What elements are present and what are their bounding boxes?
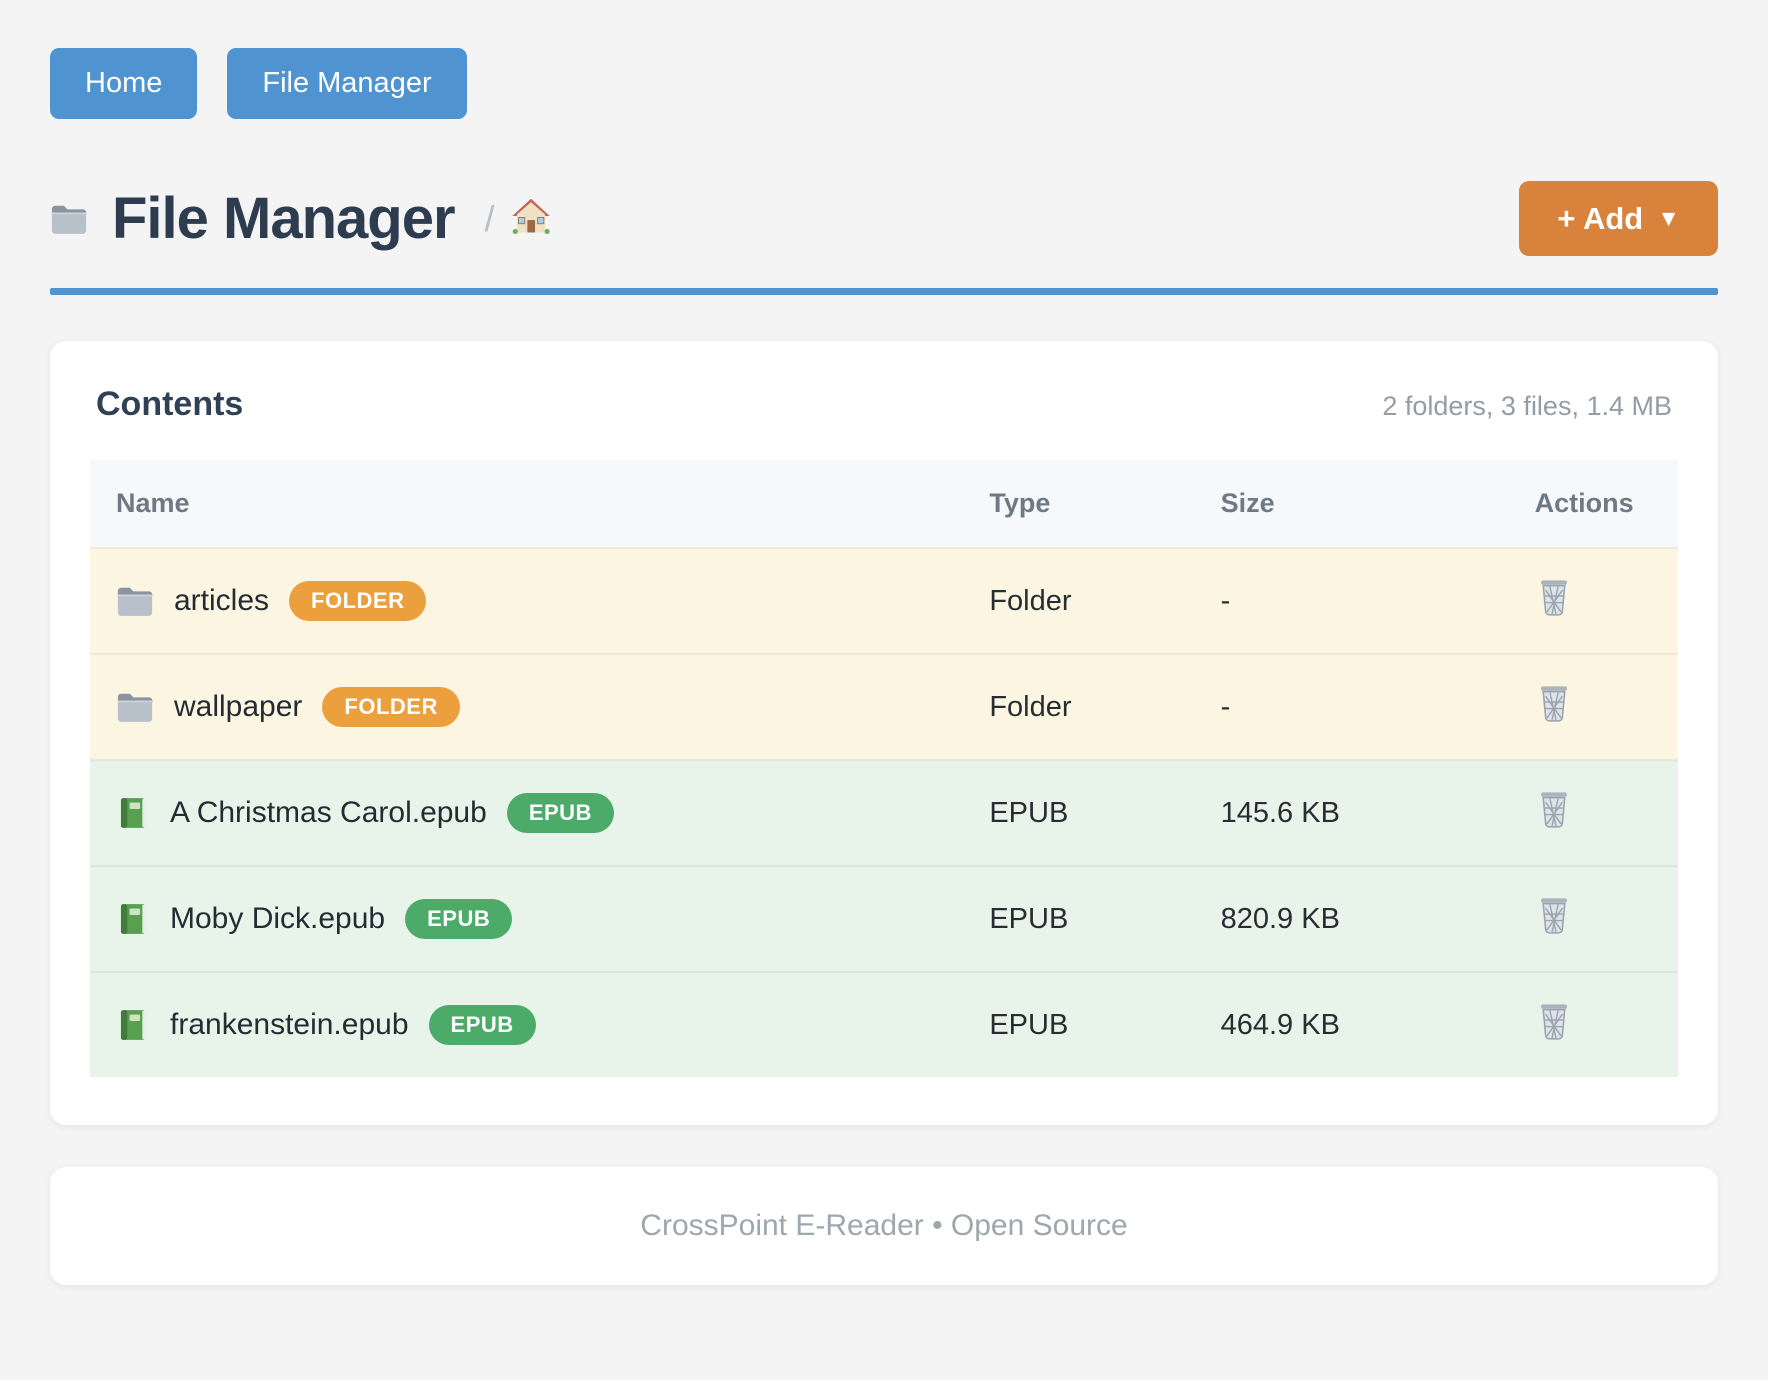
home-nav-button[interactable]: Home xyxy=(50,48,198,119)
file-size: 464.9 KB xyxy=(1220,1008,1340,1041)
delete-button[interactable] xyxy=(1535,789,1573,829)
type-badge: FOLDER xyxy=(289,581,427,621)
add-button-label: + Add xyxy=(1557,201,1644,236)
file-size: 820.9 KB xyxy=(1220,902,1340,935)
file-type: EPUB xyxy=(989,796,1069,829)
file-name: Moby Dick.epub xyxy=(170,902,386,935)
file-size: - xyxy=(1220,690,1231,723)
top-nav: Home File Manager xyxy=(50,48,1718,119)
trash-icon xyxy=(1535,898,1573,938)
file-table-body: articles FOLDER Folder - xyxy=(90,548,1678,1077)
file-name: frankenstein.epub xyxy=(170,1008,409,1041)
file-size: 145.6 KB xyxy=(1220,796,1340,829)
folder-icon xyxy=(50,202,112,236)
delete-button[interactable] xyxy=(1535,895,1573,935)
green-book-icon xyxy=(116,1006,150,1044)
column-header-type: Type xyxy=(989,488,1051,518)
file-size: - xyxy=(1220,584,1231,617)
delete-button[interactable] xyxy=(1535,683,1573,723)
green-book-icon xyxy=(116,794,150,832)
trash-icon xyxy=(1535,686,1573,726)
file-type: EPUB xyxy=(989,902,1069,935)
page-header: File Manager / + Add ▼ xyxy=(50,181,1718,256)
file-name: A Christmas Carol.epub xyxy=(170,796,487,829)
file-type: EPUB xyxy=(989,1008,1069,1041)
type-badge: EPUB xyxy=(428,1005,536,1045)
type-badge: EPUB xyxy=(405,899,513,939)
type-badge: EPUB xyxy=(506,793,614,833)
table-row[interactable]: wallpaper FOLDER Folder - xyxy=(90,654,1678,760)
green-book-icon xyxy=(116,900,150,938)
column-header-size: Size xyxy=(1220,488,1275,518)
trash-icon xyxy=(1535,1004,1573,1044)
table-row[interactable]: Moby Dick.epub EPUB EPUB 820.9 KB xyxy=(90,866,1678,972)
file-name: articles xyxy=(174,584,270,617)
delete-button[interactable] xyxy=(1535,577,1573,617)
folder-icon xyxy=(116,584,154,618)
title-group: File Manager / xyxy=(50,185,553,252)
table-row[interactable]: articles FOLDER Folder - xyxy=(90,548,1678,654)
page-title: File Manager xyxy=(112,186,456,251)
table-row[interactable]: frankenstein.epub EPUB EPUB 464.9 KB xyxy=(90,972,1678,1077)
contents-card: Contents 2 folders, 3 files, 1.4 MB Name… xyxy=(50,341,1718,1125)
file-manager-page: Home File Manager File Manager / xyxy=(50,48,1718,1285)
title-divider xyxy=(50,288,1718,295)
table-header-row: Name Type Size Actions xyxy=(90,460,1678,548)
column-header-name: Name xyxy=(116,488,190,518)
column-header-actions: Actions xyxy=(1534,488,1634,518)
house-icon[interactable] xyxy=(509,194,553,243)
footer-card: CrossPoint E-Reader • Open Source xyxy=(50,1167,1718,1285)
type-badge: FOLDER xyxy=(322,687,460,727)
file-table: Name Type Size Actions xyxy=(90,460,1678,1077)
chevron-down-icon: ▼ xyxy=(1657,205,1680,231)
folder-icon xyxy=(116,690,154,724)
file-type: Folder xyxy=(989,690,1072,723)
file-manager-nav-button[interactable]: File Manager xyxy=(227,48,467,119)
trash-icon xyxy=(1535,580,1573,620)
file-name: wallpaper xyxy=(174,690,303,723)
breadcrumb-separator: / xyxy=(484,197,495,239)
contents-title: Contents xyxy=(96,385,244,423)
table-row[interactable]: A Christmas Carol.epub EPUB EPUB 145.6 K… xyxy=(90,760,1678,866)
delete-button[interactable] xyxy=(1535,1001,1573,1041)
contents-card-header: Contents 2 folders, 3 files, 1.4 MB xyxy=(90,385,1678,424)
contents-summary: 2 folders, 3 files, 1.4 MB xyxy=(1382,391,1672,421)
breadcrumb: / xyxy=(485,194,553,243)
file-type: Folder xyxy=(989,584,1072,617)
trash-icon xyxy=(1535,792,1573,832)
footer-text: CrossPoint E-Reader • Open Source xyxy=(640,1209,1128,1242)
add-button[interactable]: + Add ▼ xyxy=(1519,181,1718,256)
